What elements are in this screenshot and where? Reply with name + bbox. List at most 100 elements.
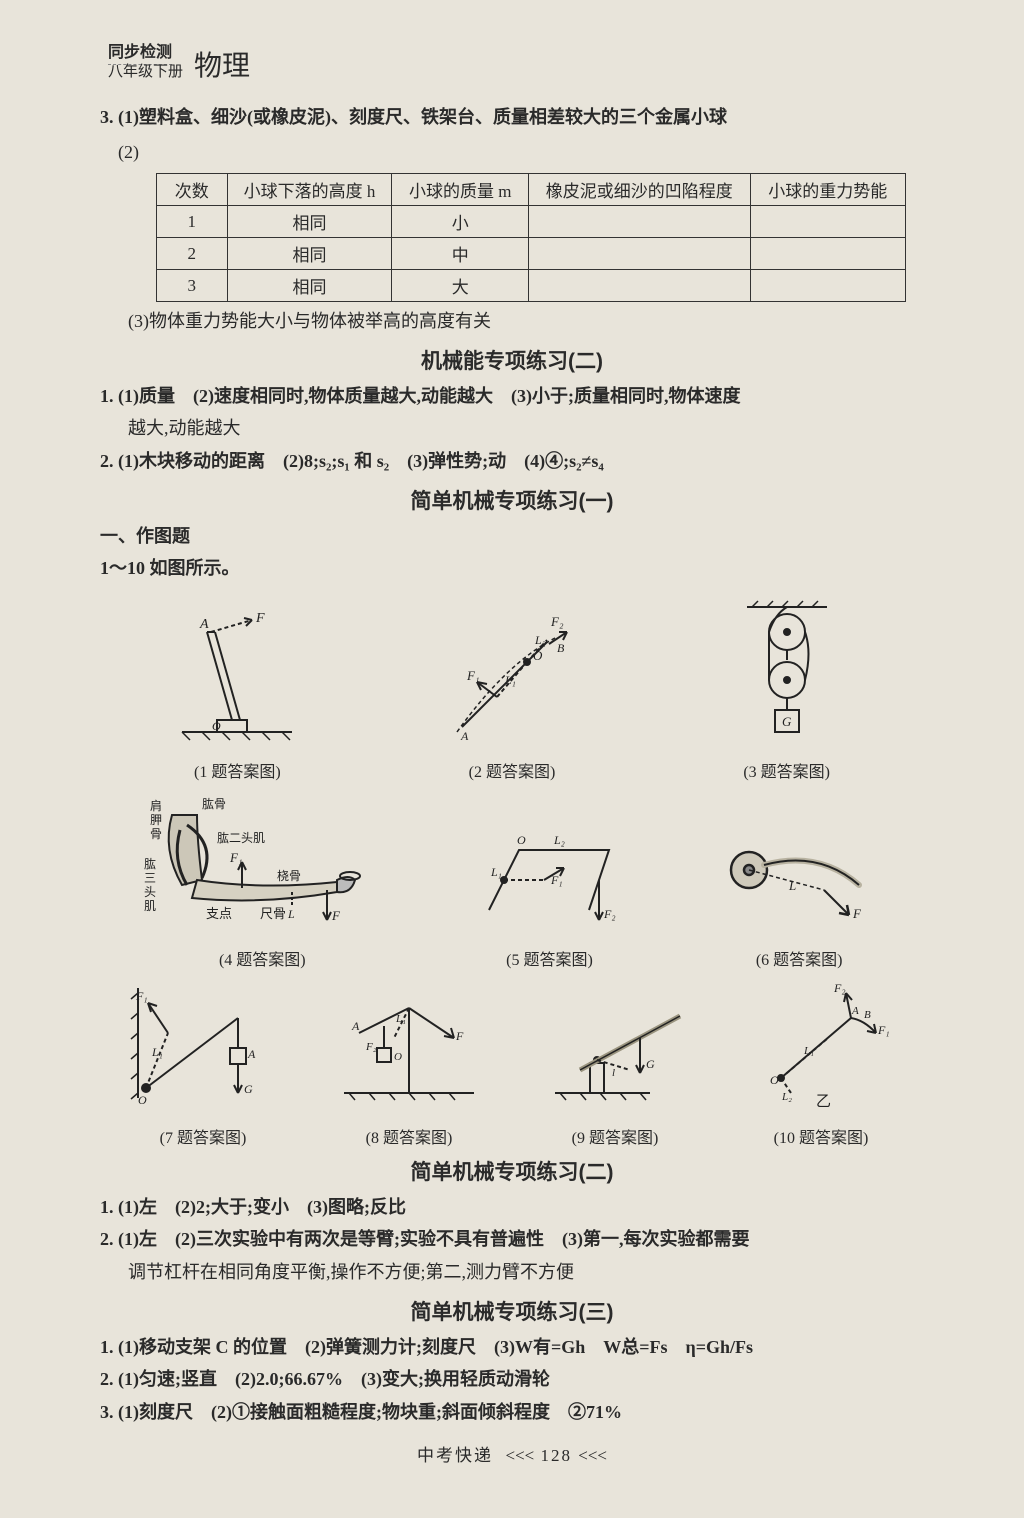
table-row: 2相同中 bbox=[157, 238, 906, 270]
fig-1: A F O (1 题答案图) bbox=[100, 602, 375, 782]
table-cell: 小 bbox=[392, 206, 529, 238]
svg-text:G: G bbox=[244, 1082, 253, 1096]
svg-text:肌: 肌 bbox=[144, 899, 156, 913]
svg-text:F₂: F₂ bbox=[603, 907, 616, 921]
svg-text:L: L bbox=[287, 907, 295, 921]
sec-a-l2: 2. (1)木块移动的距离 (2)8;s₂;s₁ 和 s₂ (3)弹性势;动 (… bbox=[100, 446, 924, 477]
fig-3: G (3 题答案图) bbox=[649, 592, 924, 782]
table-cell bbox=[529, 270, 750, 302]
svg-text:F: F bbox=[331, 908, 341, 923]
fig-9-caption: (9 题答案图) bbox=[512, 1124, 718, 1148]
svg-text:支点: 支点 bbox=[206, 906, 232, 921]
q3-table: 次数小球下落的高度 h小球的质量 m橡皮泥或细沙的凹陷程度小球的重力势能 1相同… bbox=[156, 173, 906, 302]
sec-d-l1: 1. (1)移动支架 C 的位置 (2)弹簧测力计;刻度尺 (3)W有=Gh W… bbox=[100, 1332, 924, 1363]
section-a-title: 机械能专项练习(二) bbox=[100, 345, 924, 375]
svg-text:A: A bbox=[851, 1005, 859, 1017]
table-cell: 相同 bbox=[227, 238, 392, 270]
section-b-title: 简单机械专项练习(一) bbox=[100, 485, 924, 515]
section-c-title: 简单机械专项练习(二) bbox=[100, 1156, 924, 1186]
svg-text:骨: 骨 bbox=[150, 827, 162, 841]
svg-text:A: A bbox=[460, 729, 469, 743]
svg-text:肩: 肩 bbox=[150, 798, 162, 813]
sec-c-l1: 1. (1)左 (2)2;大于;变小 (3)图略;反比 bbox=[100, 1192, 924, 1223]
svg-text:L₁: L₁ bbox=[803, 1045, 814, 1057]
svg-text:L₁: L₁ bbox=[504, 673, 516, 687]
svg-text:O: O bbox=[394, 1051, 402, 1063]
table-header: 小球的重力势能 bbox=[750, 174, 906, 206]
svg-text:肱二头肌: 肱二头肌 bbox=[217, 830, 265, 845]
svg-text:F: F bbox=[455, 1029, 464, 1043]
svg-text:桡骨: 桡骨 bbox=[277, 868, 301, 883]
sec-b-sub: 1～10 如图所示。 bbox=[100, 553, 924, 584]
svg-text:乙: 乙 bbox=[816, 1094, 831, 1110]
table-cell bbox=[529, 206, 750, 238]
svg-text:尺骨: 尺骨 bbox=[260, 906, 286, 921]
fig-2-caption: (2 题答案图) bbox=[375, 758, 650, 782]
svg-text:F₁: F₁ bbox=[135, 989, 148, 1003]
fig-7: O A G L₁ F₁ (7 题答案图) bbox=[100, 978, 306, 1148]
table-cell bbox=[529, 238, 750, 270]
table-header: 小球下落的高度 h bbox=[227, 174, 392, 206]
fig-row-1: A F O (1 题答案图) O F₁ L₁ bbox=[100, 592, 924, 782]
table-cell: 3 bbox=[157, 270, 228, 302]
svg-text:l: l bbox=[612, 1067, 615, 1079]
svg-text:三: 三 bbox=[144, 871, 156, 885]
fig-5-caption: (5 题答案图) bbox=[425, 946, 675, 970]
svg-text:O: O bbox=[770, 1073, 779, 1087]
svg-text:A: A bbox=[247, 1047, 256, 1061]
table-cell: 相同 bbox=[227, 206, 392, 238]
table-row: 1相同小 bbox=[157, 206, 906, 238]
svg-text:L₂: L₂ bbox=[553, 833, 565, 847]
svg-text:F: F bbox=[255, 611, 265, 626]
footer-page: 128 bbox=[541, 1446, 573, 1465]
sec-b-head: 一、作图题 bbox=[100, 521, 924, 552]
svg-text:O: O bbox=[138, 1093, 147, 1107]
q3-part1: 3. (1)塑料盒、细沙(或橡皮泥)、刻度尺、铁架台、质量相差较大的三个金属小球 bbox=[100, 102, 924, 133]
svg-text:F₂: F₂ bbox=[550, 614, 564, 629]
footer-label: 中考快递 bbox=[417, 1446, 493, 1465]
svg-text:B: B bbox=[557, 641, 565, 655]
table-row: 3相同大 bbox=[157, 270, 906, 302]
page-footer: 中考快递 <<< 128 <<< bbox=[100, 1441, 924, 1466]
fig-5: L₁ F₁ O L₂ F₂ (5 题答案图) bbox=[425, 820, 675, 970]
svg-text:F₁: F₁ bbox=[229, 850, 242, 865]
svg-text:L₂: L₂ bbox=[781, 1091, 792, 1103]
section-d-title: 简单机械专项练习(三) bbox=[100, 1296, 924, 1326]
footer-chev-l: <<< bbox=[505, 1446, 534, 1465]
svg-text:F₁: F₁ bbox=[877, 1023, 890, 1037]
fig-8: A L₁ F O F₂ (8 题答案图) bbox=[306, 978, 512, 1148]
table-header: 橡皮泥或细沙的凹陷程度 bbox=[529, 174, 750, 206]
svg-text:L₂: L₂ bbox=[534, 633, 546, 647]
sec-d-l3: 3. (1)刻度尺 (2)①接触面粗糙程度;物块重;斜面倾斜程度 ②71% bbox=[100, 1397, 924, 1428]
header-grade: 八年级下册 bbox=[108, 60, 183, 81]
fig-row-2: F₁ F 肩 胛 骨 肱骨 肱二头肌 肱 三 头 肌 支点 尺骨 bbox=[100, 790, 924, 970]
svg-text:F₁: F₁ bbox=[550, 873, 563, 887]
fig-9: l G (9 题答案图) bbox=[512, 988, 718, 1148]
table-cell: 中 bbox=[392, 238, 529, 270]
table-cell bbox=[750, 270, 906, 302]
sec-a-l1b: 越大,动能越大 bbox=[100, 413, 924, 444]
table-header: 小球的质量 m bbox=[392, 174, 529, 206]
svg-text:F₂: F₂ bbox=[365, 1041, 377, 1053]
table-cell: 2 bbox=[157, 238, 228, 270]
svg-text:肱: 肱 bbox=[144, 856, 156, 871]
svg-text:头: 头 bbox=[144, 885, 156, 899]
header-subject: 物理 bbox=[194, 44, 250, 84]
svg-text:B: B bbox=[864, 1009, 871, 1021]
svg-text:O: O bbox=[517, 833, 526, 847]
fig-2: O F₁ L₁ L₂ F₂ B A (2 题答案图) bbox=[375, 602, 650, 782]
svg-text:L₁: L₁ bbox=[151, 1045, 163, 1059]
svg-text:F₂: F₂ bbox=[833, 981, 846, 995]
svg-text:L₁: L₁ bbox=[395, 1013, 406, 1025]
table-cell: 相同 bbox=[227, 270, 392, 302]
sec-c-l2: 2. (1)左 (2)三次实验中有两次是等臂;实验不具有普遍性 (3)第一,每次… bbox=[100, 1224, 924, 1255]
sec-a-l1: 1. (1)质量 (2)速度相同时,物体质量越大,动能越大 (3)小于;质量相同… bbox=[100, 381, 924, 412]
fig-10-caption: (10 题答案图) bbox=[718, 1124, 924, 1148]
table-cell bbox=[750, 238, 906, 270]
page-header: 同步检测 八年级下册 物理 bbox=[100, 38, 924, 88]
fig-6: L F (6 题答案图) bbox=[674, 830, 924, 970]
sec-d-l2: 2. (1)匀速;竖直 (2)2.0;66.67% (3)变大;换用轻质动滑轮 bbox=[100, 1364, 924, 1395]
svg-text:G: G bbox=[782, 714, 792, 729]
svg-text:F₁: F₁ bbox=[466, 668, 479, 683]
svg-text:A: A bbox=[199, 617, 209, 632]
